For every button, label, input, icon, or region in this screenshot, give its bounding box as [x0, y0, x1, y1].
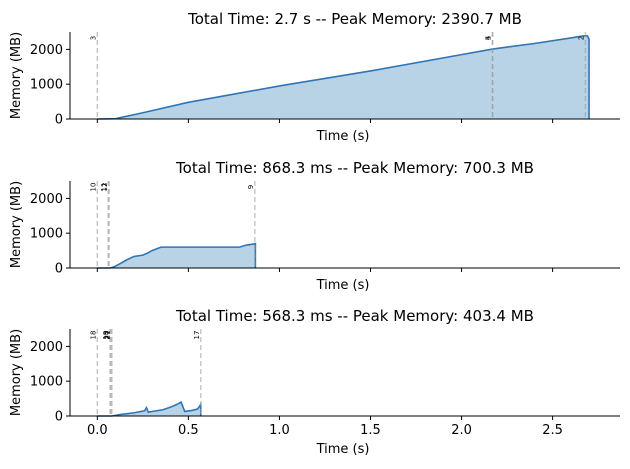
x-tick-label: 2.5 [542, 423, 563, 438]
x-axis-label: Time (s) [316, 278, 370, 293]
subplot-2: Total Time: 868.3 ms -- Peak Memory: 700… [9, 159, 620, 293]
y-tick-label: 0 [55, 262, 63, 277]
memory-area [97, 402, 201, 416]
memory-line [97, 242, 257, 269]
marker-label: 3 [89, 36, 97, 40]
y-tick-label: 1000 [30, 227, 63, 242]
y-tick-label: 2000 [30, 192, 63, 207]
x-tick-label: 2.0 [451, 423, 472, 438]
subplot-title: Total Time: 568.3 ms -- Peak Memory: 403… [175, 307, 534, 325]
marker-label: 4 [485, 35, 493, 40]
y-tick-label: 2000 [30, 340, 63, 355]
y-tick-label: 2000 [30, 43, 63, 58]
x-axis-label: Time (s) [316, 442, 370, 457]
marker-label: 21 [104, 331, 112, 340]
marker-label: 9 [247, 185, 255, 189]
marker-label: 2 [577, 36, 585, 40]
x-tick-label: 1.0 [269, 423, 290, 438]
y-tick-label: 0 [55, 410, 63, 425]
y-axis-label: Memory (MB) [9, 32, 24, 119]
marker-label: 18 [89, 331, 97, 340]
subplot-title: Total Time: 868.3 ms -- Peak Memory: 700… [175, 159, 534, 177]
marker-label: 10 [89, 183, 97, 192]
x-axis-label: Time (s) [316, 129, 370, 144]
subplot-title: Total Time: 2.7 s -- Peak Memory: 2390.7… [187, 10, 522, 28]
marker-label: 20 [103, 331, 111, 340]
y-tick-label: 1000 [30, 375, 63, 390]
y-axis-label: Memory (MB) [9, 181, 24, 268]
marker-label: 17 [193, 331, 201, 340]
memory-line [97, 400, 202, 417]
x-tick-label: 1.5 [360, 423, 381, 438]
subplot-3: Total Time: 568.3 ms -- Peak Memory: 403… [9, 307, 620, 457]
memory-area [97, 243, 256, 268]
marker-label: 5 [485, 36, 493, 40]
marker-label: 11 [100, 183, 108, 192]
marker-label: 19 [102, 331, 110, 340]
y-tick-label: 0 [55, 113, 63, 128]
memory-area [97, 35, 590, 119]
x-tick-label: 0.0 [87, 423, 108, 438]
x-tick-label: 0.5 [178, 423, 199, 438]
subplot-1: Total Time: 2.7 s -- Peak Memory: 2390.7… [9, 10, 620, 144]
y-axis-label: Memory (MB) [9, 329, 24, 416]
marker-label: 12 [101, 183, 109, 192]
y-tick-label: 1000 [30, 78, 63, 93]
